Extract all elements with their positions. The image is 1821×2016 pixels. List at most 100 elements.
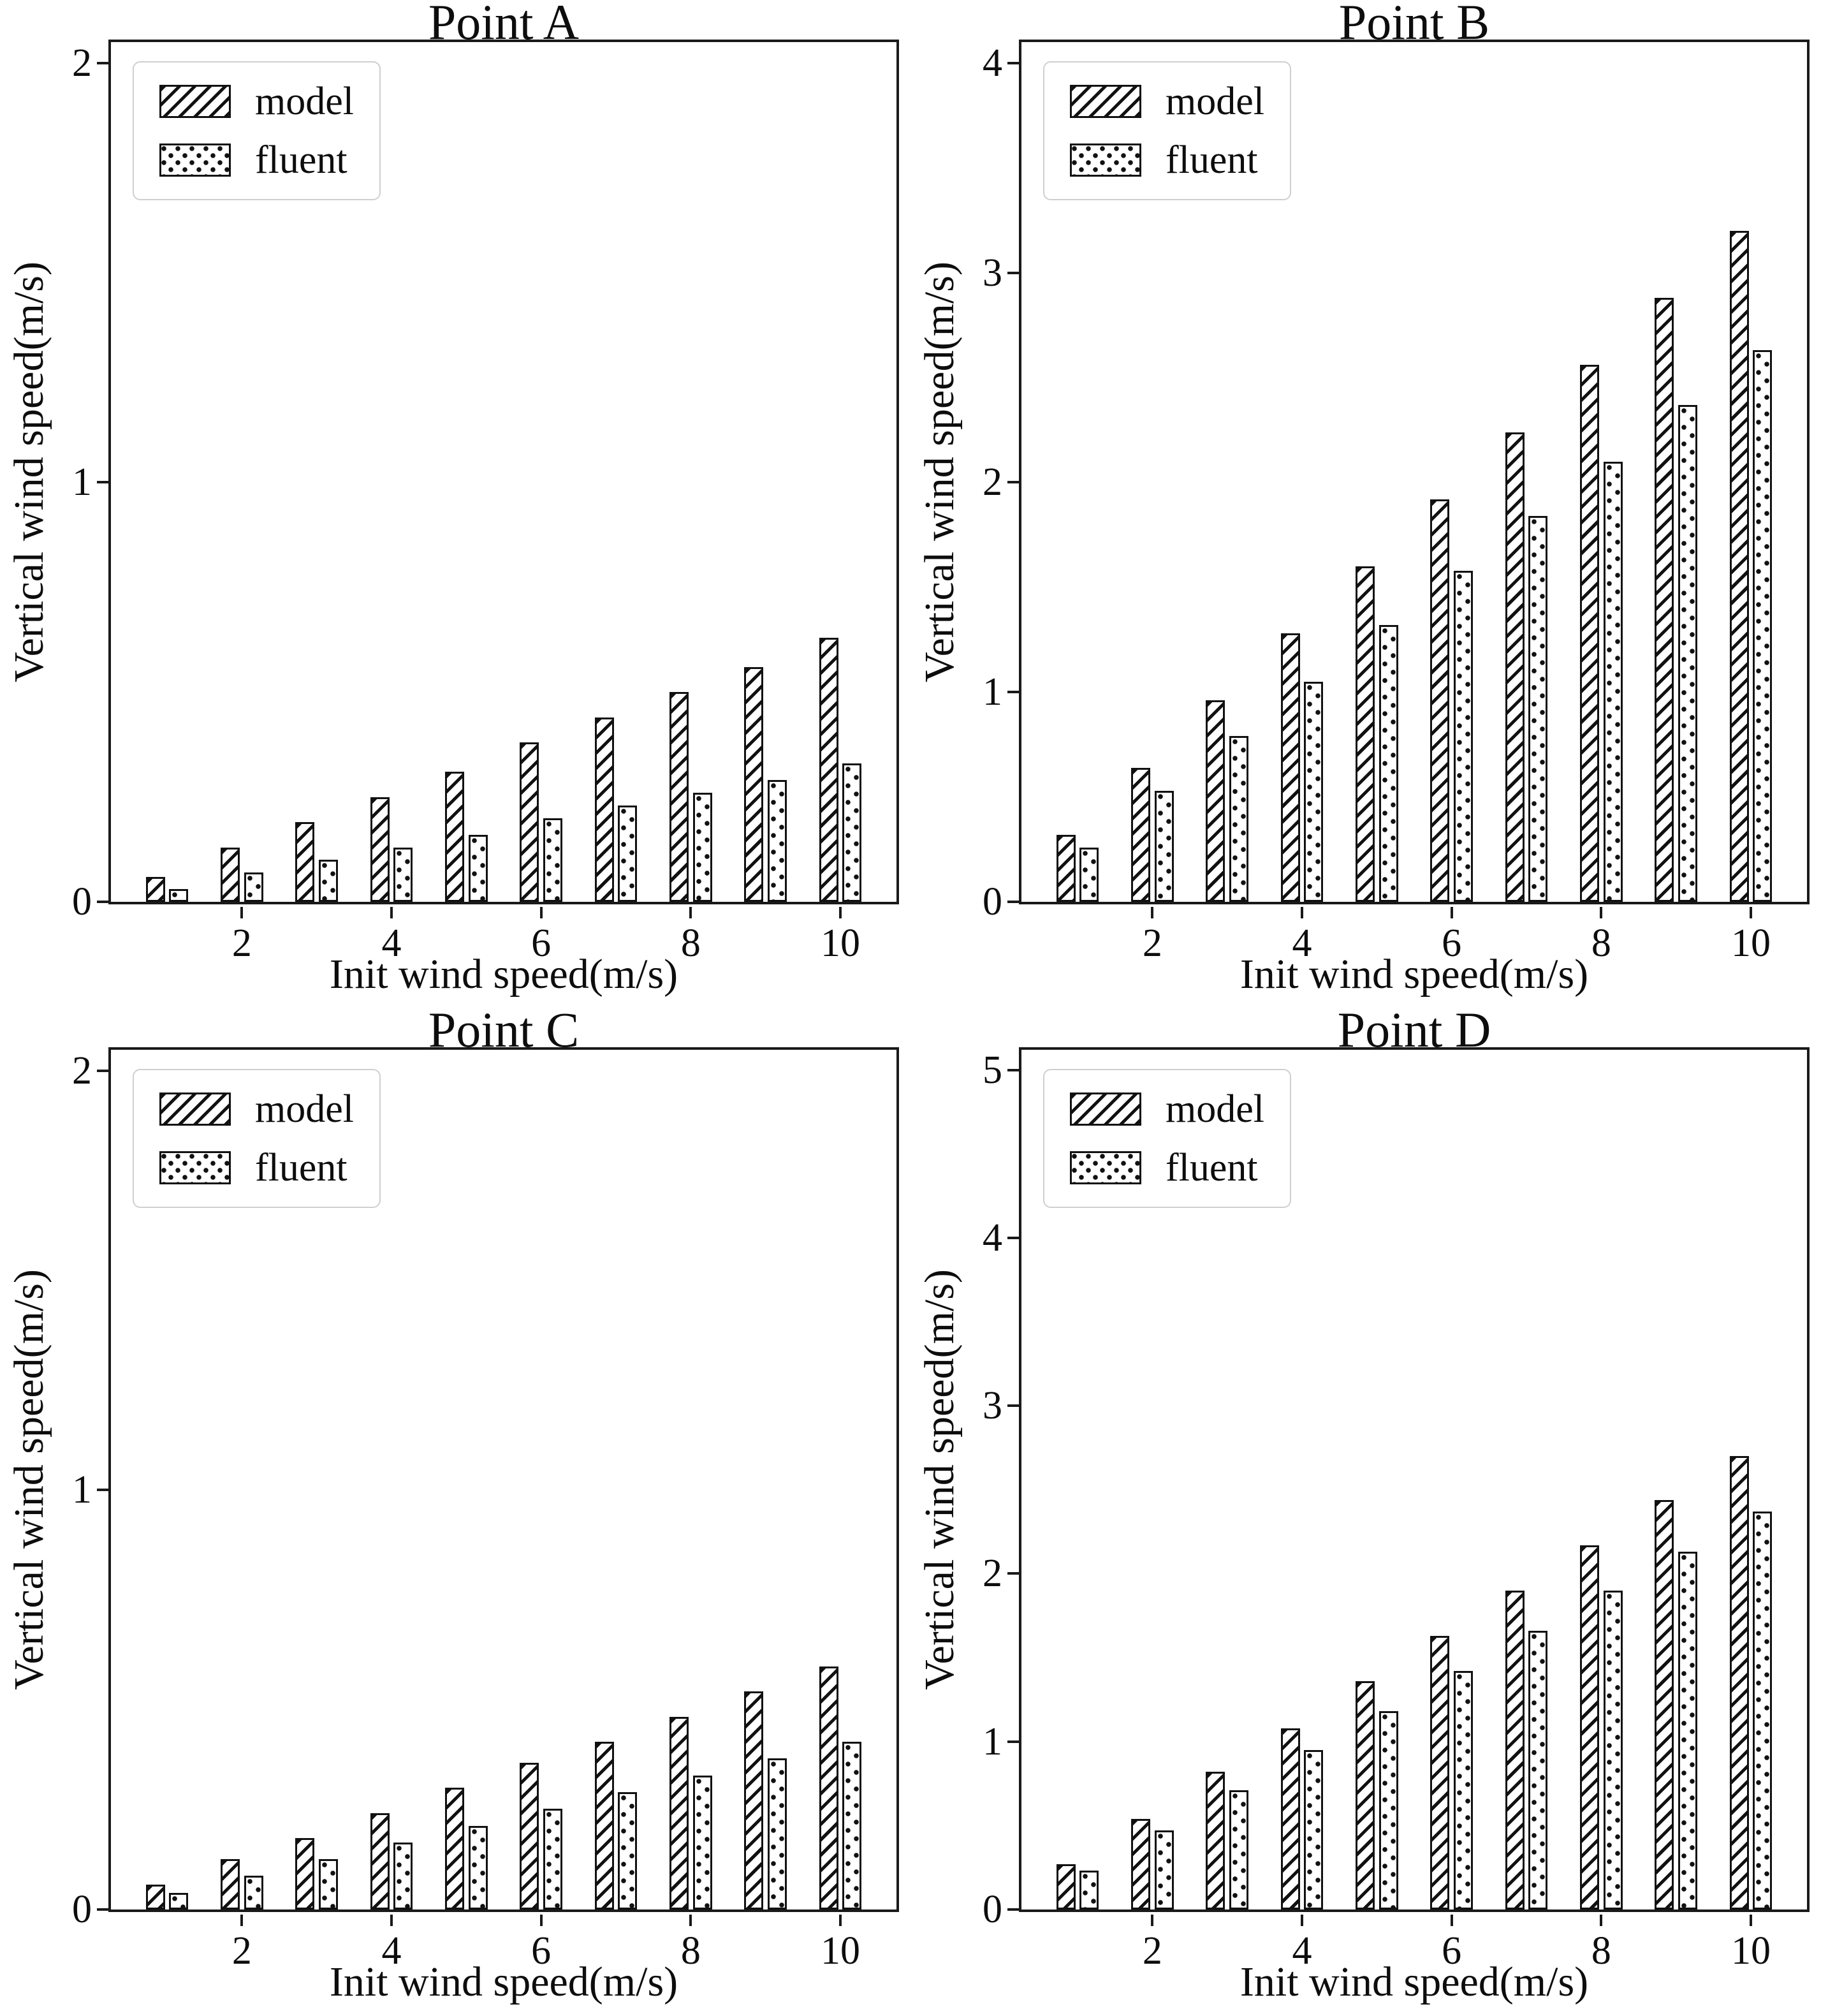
- bar-model: [1131, 1818, 1151, 1909]
- legend: model fluent: [1043, 1069, 1291, 1208]
- bar-fluent: [692, 1775, 712, 1909]
- bar-model: [445, 772, 465, 902]
- y-tick-label: 0: [72, 880, 92, 923]
- y-tick-mark: [97, 1908, 108, 1911]
- x-tick-mark: [689, 907, 692, 918]
- bar-model: [744, 666, 764, 902]
- bar-model: [1056, 834, 1076, 902]
- legend-item-model: model: [159, 1089, 354, 1129]
- y-tick-label: 1: [983, 670, 1002, 714]
- y-tick-mark: [1007, 1740, 1019, 1743]
- y-tick-label: 3: [983, 1384, 1002, 1428]
- legend-swatch-model-icon: [1070, 1093, 1141, 1126]
- x-axis-label: Init wind speed(m/s): [1240, 1959, 1589, 2005]
- y-tick-mark: [1007, 1236, 1019, 1239]
- bar-model: [1655, 298, 1674, 902]
- bar-fluent: [1603, 1590, 1623, 1909]
- plot-area: Vertical wind speed(m/s) model fluent 0 1…: [6, 1047, 899, 1971]
- plot-area: Vertical wind speed(m/s) model fluent 0 1…: [6, 40, 899, 963]
- legend: model fluent: [133, 61, 381, 200]
- bar-fluent: [1229, 736, 1248, 902]
- x-axis-label: Init wind speed(m/s): [329, 951, 678, 997]
- bar-fluent: [318, 860, 338, 902]
- legend-item-fluent: fluent: [159, 140, 354, 180]
- x-tick-label: 2: [231, 922, 252, 965]
- bar-model: [370, 1813, 390, 1909]
- bar-fluent: [244, 872, 263, 902]
- x-tick-label: 4: [1292, 1929, 1312, 1973]
- y-tick-mark: [97, 61, 108, 64]
- x-tick-mark: [240, 907, 244, 918]
- x-tick-label: 8: [680, 1929, 701, 1973]
- y-tick-mark: [1007, 1404, 1019, 1408]
- bar-fluent: [1154, 1830, 1174, 1909]
- x-tick-mark: [1151, 907, 1154, 918]
- x-tick-label: 2: [1142, 922, 1162, 965]
- bar-model: [295, 1838, 315, 1909]
- x-tick-mark: [1750, 907, 1752, 918]
- bar-fluent: [1603, 461, 1623, 902]
- y-tick-label: 2: [983, 460, 1002, 504]
- x-tick-label: 6: [531, 922, 552, 965]
- y-tick-label: 4: [983, 1216, 1002, 1260]
- x-tick-label: 6: [531, 1929, 552, 1973]
- bar-fluent: [842, 763, 862, 902]
- x-tick-mark: [1600, 907, 1603, 918]
- x-tick-label: 4: [1292, 922, 1312, 965]
- legend-label-fluent: fluent: [255, 1146, 347, 1189]
- y-axis-label: Vertical wind speed(m/s): [916, 261, 963, 682]
- legend-swatch-fluent-icon: [1070, 143, 1141, 177]
- y-tick-label: 0: [983, 1888, 1002, 1931]
- bar-model: [1056, 1864, 1076, 1909]
- x-tick-mark: [240, 1915, 244, 1926]
- legend-item-fluent: fluent: [1070, 1148, 1264, 1188]
- legend-swatch-fluent-icon: [159, 1151, 231, 1184]
- bar-fluent: [244, 1876, 263, 1909]
- legend: model fluent: [1043, 61, 1291, 200]
- plot-area: Vertical wind speed(m/s) model fluent 0 1…: [916, 40, 1810, 963]
- chart-title: Point D: [1337, 1002, 1491, 1057]
- bar-fluent: [1753, 350, 1773, 902]
- bar-fluent: [1678, 404, 1697, 902]
- y-axis-label: Vertical wind speed(m/s): [6, 261, 52, 682]
- legend-label-fluent: fluent: [1166, 138, 1258, 182]
- legend-label-model: model: [1166, 80, 1264, 123]
- x-tick-mark: [689, 1915, 692, 1926]
- bar-model: [1356, 1681, 1375, 1909]
- legend-item-fluent: fluent: [159, 1148, 354, 1188]
- x-axis-label: Init wind speed(m/s): [1240, 951, 1589, 997]
- y-tick-label: 3: [983, 251, 1002, 295]
- bar-model: [221, 1859, 240, 1909]
- x-tick-label: 10: [1731, 1929, 1771, 1973]
- bar-fluent: [1154, 790, 1174, 902]
- x-tick-mark: [839, 907, 842, 918]
- legend-label-fluent: fluent: [1166, 1146, 1258, 1189]
- legend-item-model: model: [1070, 82, 1264, 121]
- bar-model: [669, 1716, 689, 1909]
- bar-fluent: [1528, 1630, 1548, 1909]
- bar-model: [1729, 1456, 1749, 1909]
- subplot-point-c: Point C Vertical wind speed(m/s) model f…: [0, 1004, 910, 2016]
- legend-swatch-fluent-icon: [1070, 1151, 1141, 1184]
- bar-model: [370, 797, 390, 902]
- legend-label-fluent: fluent: [255, 138, 347, 182]
- x-tick-mark: [1450, 1915, 1453, 1926]
- bar-fluent: [1229, 1790, 1248, 1909]
- bar-model: [1580, 1545, 1600, 1909]
- x-tick-label: 4: [381, 1929, 402, 1973]
- x-tick-mark: [1301, 1915, 1303, 1926]
- x-tick-label: 6: [1442, 1929, 1462, 1973]
- bar-model: [594, 1741, 614, 1909]
- x-tick-label: 2: [1142, 1929, 1162, 1973]
- bar-model: [145, 1884, 165, 1909]
- subplot-point-b: Point B Vertical wind speed(m/s) model f…: [910, 0, 1821, 1008]
- y-tick-mark: [1007, 691, 1019, 694]
- y-tick-label: 2: [983, 1552, 1002, 1596]
- y-tick-label: 5: [983, 1048, 1002, 1092]
- x-tick-mark: [1600, 1915, 1603, 1926]
- y-tick-mark: [1007, 61, 1019, 64]
- bar-fluent: [393, 1842, 413, 1909]
- bar-fluent: [468, 834, 488, 902]
- y-tick-mark: [1007, 271, 1019, 274]
